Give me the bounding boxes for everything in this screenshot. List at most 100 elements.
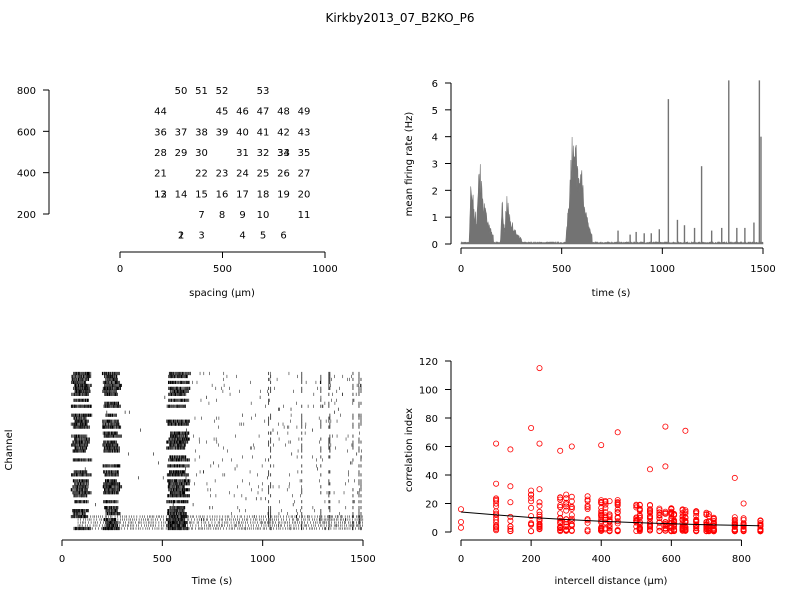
point <box>647 506 654 513</box>
y-tick-label: 20 <box>425 500 438 511</box>
point <box>557 494 564 501</box>
correlation-points <box>457 365 764 535</box>
point <box>668 527 675 534</box>
electrode-label-27: 27 <box>298 169 311 180</box>
point-outlier-11 <box>614 429 621 436</box>
point <box>606 511 613 518</box>
firing-rate-axes: 0 500 1000 1500 0 1 2 3 4 5 6 <box>432 79 776 275</box>
raster-channel-29 <box>169 455 362 459</box>
x-tick-label: 200 <box>522 554 541 565</box>
point <box>584 528 591 535</box>
point <box>507 526 514 533</box>
point-outlier-10 <box>598 442 605 449</box>
point <box>614 497 621 504</box>
y-tick-label: 0 <box>432 528 438 539</box>
electrode-label-25: 25 <box>257 169 270 180</box>
point <box>584 526 591 533</box>
point <box>493 480 500 487</box>
electrode-label-26: 26 <box>277 169 290 180</box>
point <box>568 505 575 512</box>
electrode-label-15: 15 <box>195 189 208 200</box>
point <box>671 519 678 526</box>
raster-channel-44 <box>74 500 362 504</box>
layout-x-axis-label: spacing (µm) <box>189 288 255 299</box>
point <box>536 502 543 509</box>
electrode-label-9: 9 <box>239 210 245 221</box>
x-tick-label: 600 <box>662 554 681 565</box>
point <box>682 519 689 526</box>
point <box>568 493 575 500</box>
electrode-label-3: 3 <box>198 231 204 242</box>
y-tick-label: 5 <box>432 106 438 117</box>
raster-channel-17 <box>74 419 362 423</box>
point-outlier-6 <box>536 365 543 372</box>
point <box>656 512 663 519</box>
point <box>606 525 613 532</box>
electrode-label-1: 1 <box>178 231 184 242</box>
point <box>584 516 591 523</box>
raster-channel-36 <box>138 476 268 480</box>
point <box>507 528 514 535</box>
distance-group-510 <box>636 501 643 535</box>
electrode-label-24: 24 <box>236 169 249 180</box>
point <box>602 501 609 508</box>
firing-rate-fill <box>460 136 764 245</box>
point <box>682 527 689 534</box>
raster-channel-18 <box>70 422 362 426</box>
point <box>656 509 663 516</box>
x-tick-label: 500 <box>213 264 232 275</box>
point <box>557 510 564 517</box>
x-tick-label: 1500 <box>750 264 775 275</box>
distance-group-671 <box>693 508 700 535</box>
point <box>528 495 535 502</box>
electrode-label-34: 34 <box>277 148 290 159</box>
raster-channel-26 <box>74 446 360 450</box>
electrode-label-29: 29 <box>175 148 188 159</box>
raster-channel-25 <box>71 443 354 447</box>
y-tick-label: 40 <box>425 471 438 482</box>
point-outlier-2 <box>457 524 464 531</box>
point <box>656 527 663 534</box>
point <box>563 501 570 508</box>
raster-channel-31 <box>158 461 353 465</box>
y-tick-label: 400 <box>17 169 36 180</box>
point <box>656 515 663 522</box>
point <box>528 528 535 535</box>
electrode-label-43: 43 <box>298 127 311 138</box>
point <box>710 517 717 524</box>
point <box>682 515 689 522</box>
electrode-label-49: 49 <box>298 107 311 118</box>
point <box>557 496 564 503</box>
y-tick-label: 4 <box>432 133 438 144</box>
point <box>731 527 738 534</box>
distance-group-721 <box>710 514 717 535</box>
point <box>647 526 654 533</box>
point <box>740 521 747 528</box>
point <box>636 514 643 521</box>
point <box>682 517 689 524</box>
y-tick-label: 100 <box>419 386 438 397</box>
electrode-label-45: 45 <box>216 107 229 118</box>
point <box>584 497 591 504</box>
electrode-label-47: 47 <box>257 107 270 118</box>
point <box>614 509 621 516</box>
electrode-label-2: 2 <box>178 231 184 242</box>
point <box>710 527 717 534</box>
point <box>606 498 613 505</box>
point-outlier-15 <box>647 466 654 473</box>
point <box>528 487 535 494</box>
electrode-label-42: 42 <box>277 127 290 138</box>
point <box>693 508 700 515</box>
point-outlier-17 <box>740 500 747 507</box>
raster-channel-37 <box>72 479 362 483</box>
point <box>668 505 675 512</box>
distance-group-224 <box>536 486 543 533</box>
point <box>557 504 564 511</box>
point <box>563 503 570 510</box>
raster-channel-21 <box>102 431 360 435</box>
electrode-label-53: 53 <box>257 86 270 97</box>
electrode-label-48: 48 <box>277 107 290 118</box>
x-tick-label: 1000 <box>312 264 337 275</box>
raster-channel-38 <box>74 482 362 486</box>
